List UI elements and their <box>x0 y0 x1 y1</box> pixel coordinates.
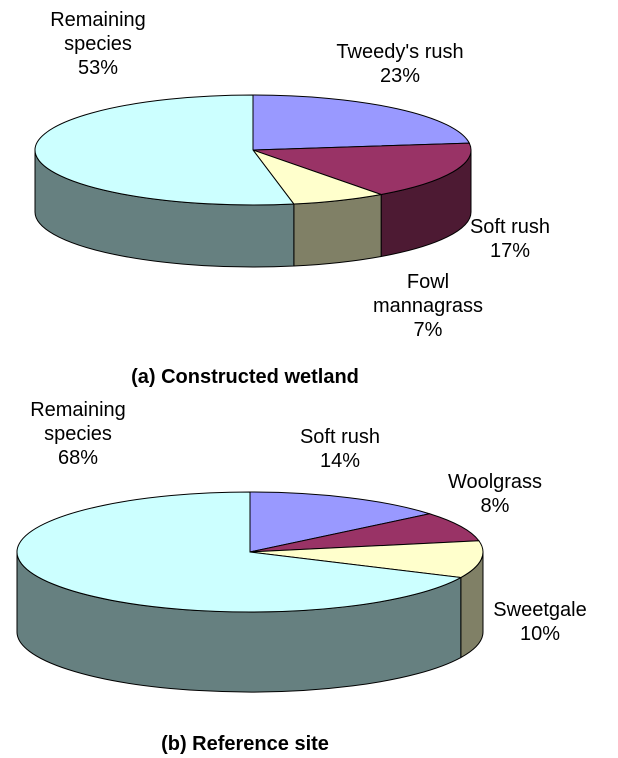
slice <box>249 513 480 553</box>
slice-label: Remaining species 68% <box>13 398 143 470</box>
slice <box>249 491 432 553</box>
category-name: Fowl mannagrass <box>372 271 484 317</box>
value-label: 14% <box>319 450 361 472</box>
slice-label: Woolgrass 8% <box>425 470 565 518</box>
value-label: 10% <box>519 623 561 645</box>
slice-label: Remaining species 53% <box>33 8 163 80</box>
slice <box>34 94 295 206</box>
slice-label: Fowl mannagrass 7% <box>368 270 488 342</box>
value-label: 7% <box>413 319 443 341</box>
category-name: Soft rush <box>469 216 551 238</box>
category-name: Sweetgale <box>493 599 587 621</box>
slice-label: Sweetgale 10% <box>470 598 610 646</box>
value-label: 68% <box>57 447 99 469</box>
slice-label: Soft rush 14% <box>260 425 420 473</box>
category-name: Soft rush <box>299 426 381 448</box>
category-name: Remaining species <box>30 399 126 445</box>
slice-label: Tweedy's rush 23% <box>300 40 500 88</box>
slice-side <box>293 193 382 267</box>
chart-title: (b) Reference site <box>161 733 329 755</box>
chart-title: (a) Constructed wetland <box>131 366 359 388</box>
slice-label: Soft rush 17% <box>450 215 570 263</box>
category-name: Woolgrass <box>447 471 543 493</box>
slice <box>249 540 484 579</box>
value-label: 17% <box>489 240 531 262</box>
value-label: 8% <box>480 495 510 517</box>
value-label: 53% <box>77 57 119 79</box>
category-name: Remaining species <box>50 9 146 55</box>
slice <box>16 491 463 613</box>
slice <box>252 94 471 151</box>
value-label: 23% <box>379 65 421 87</box>
slice <box>252 142 472 196</box>
category-name: Tweedy's rush <box>336 41 464 63</box>
